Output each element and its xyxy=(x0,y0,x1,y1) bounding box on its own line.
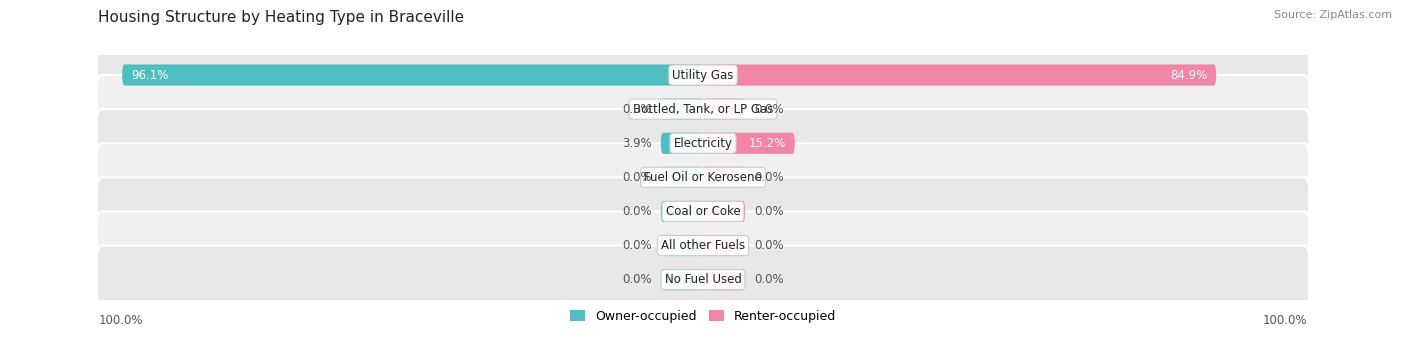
Text: 0.0%: 0.0% xyxy=(621,103,651,116)
Text: 0.0%: 0.0% xyxy=(755,239,785,252)
FancyBboxPatch shape xyxy=(96,211,1310,280)
Text: Coal or Coke: Coal or Coke xyxy=(665,205,741,218)
Text: 100.0%: 100.0% xyxy=(98,314,143,327)
Text: 15.2%: 15.2% xyxy=(748,137,786,150)
Legend: Owner-occupied, Renter-occupied: Owner-occupied, Renter-occupied xyxy=(565,305,841,328)
FancyBboxPatch shape xyxy=(703,167,745,188)
Text: 96.1%: 96.1% xyxy=(131,69,169,81)
Text: Bottled, Tank, or LP Gas: Bottled, Tank, or LP Gas xyxy=(633,103,773,116)
Text: 3.9%: 3.9% xyxy=(621,137,651,150)
FancyBboxPatch shape xyxy=(703,64,1216,86)
FancyBboxPatch shape xyxy=(661,133,703,154)
Text: Electricity: Electricity xyxy=(673,137,733,150)
Text: 0.0%: 0.0% xyxy=(755,205,785,218)
Text: Housing Structure by Heating Type in Braceville: Housing Structure by Heating Type in Bra… xyxy=(98,10,464,25)
Text: 0.0%: 0.0% xyxy=(755,103,785,116)
Text: 100.0%: 100.0% xyxy=(1263,314,1308,327)
Text: 0.0%: 0.0% xyxy=(621,205,651,218)
FancyBboxPatch shape xyxy=(661,99,703,120)
Text: Source: ZipAtlas.com: Source: ZipAtlas.com xyxy=(1274,10,1392,20)
FancyBboxPatch shape xyxy=(703,269,745,290)
Text: Utility Gas: Utility Gas xyxy=(672,69,734,81)
FancyBboxPatch shape xyxy=(96,177,1310,246)
Text: All other Fuels: All other Fuels xyxy=(661,239,745,252)
FancyBboxPatch shape xyxy=(96,109,1310,177)
FancyBboxPatch shape xyxy=(703,133,794,154)
FancyBboxPatch shape xyxy=(703,235,745,256)
FancyBboxPatch shape xyxy=(96,246,1310,314)
FancyBboxPatch shape xyxy=(661,201,703,222)
FancyBboxPatch shape xyxy=(703,99,745,120)
Text: 84.9%: 84.9% xyxy=(1170,69,1208,81)
FancyBboxPatch shape xyxy=(96,143,1310,211)
FancyBboxPatch shape xyxy=(661,167,703,188)
FancyBboxPatch shape xyxy=(122,64,703,86)
FancyBboxPatch shape xyxy=(661,235,703,256)
Text: No Fuel Used: No Fuel Used xyxy=(665,273,741,286)
Text: 0.0%: 0.0% xyxy=(755,171,785,184)
Text: 0.0%: 0.0% xyxy=(755,273,785,286)
Text: 0.0%: 0.0% xyxy=(621,239,651,252)
Text: 0.0%: 0.0% xyxy=(621,273,651,286)
FancyBboxPatch shape xyxy=(96,75,1310,143)
FancyBboxPatch shape xyxy=(703,201,745,222)
Text: 0.0%: 0.0% xyxy=(621,171,651,184)
FancyBboxPatch shape xyxy=(661,269,703,290)
FancyBboxPatch shape xyxy=(96,41,1310,109)
Text: Fuel Oil or Kerosene: Fuel Oil or Kerosene xyxy=(644,171,762,184)
